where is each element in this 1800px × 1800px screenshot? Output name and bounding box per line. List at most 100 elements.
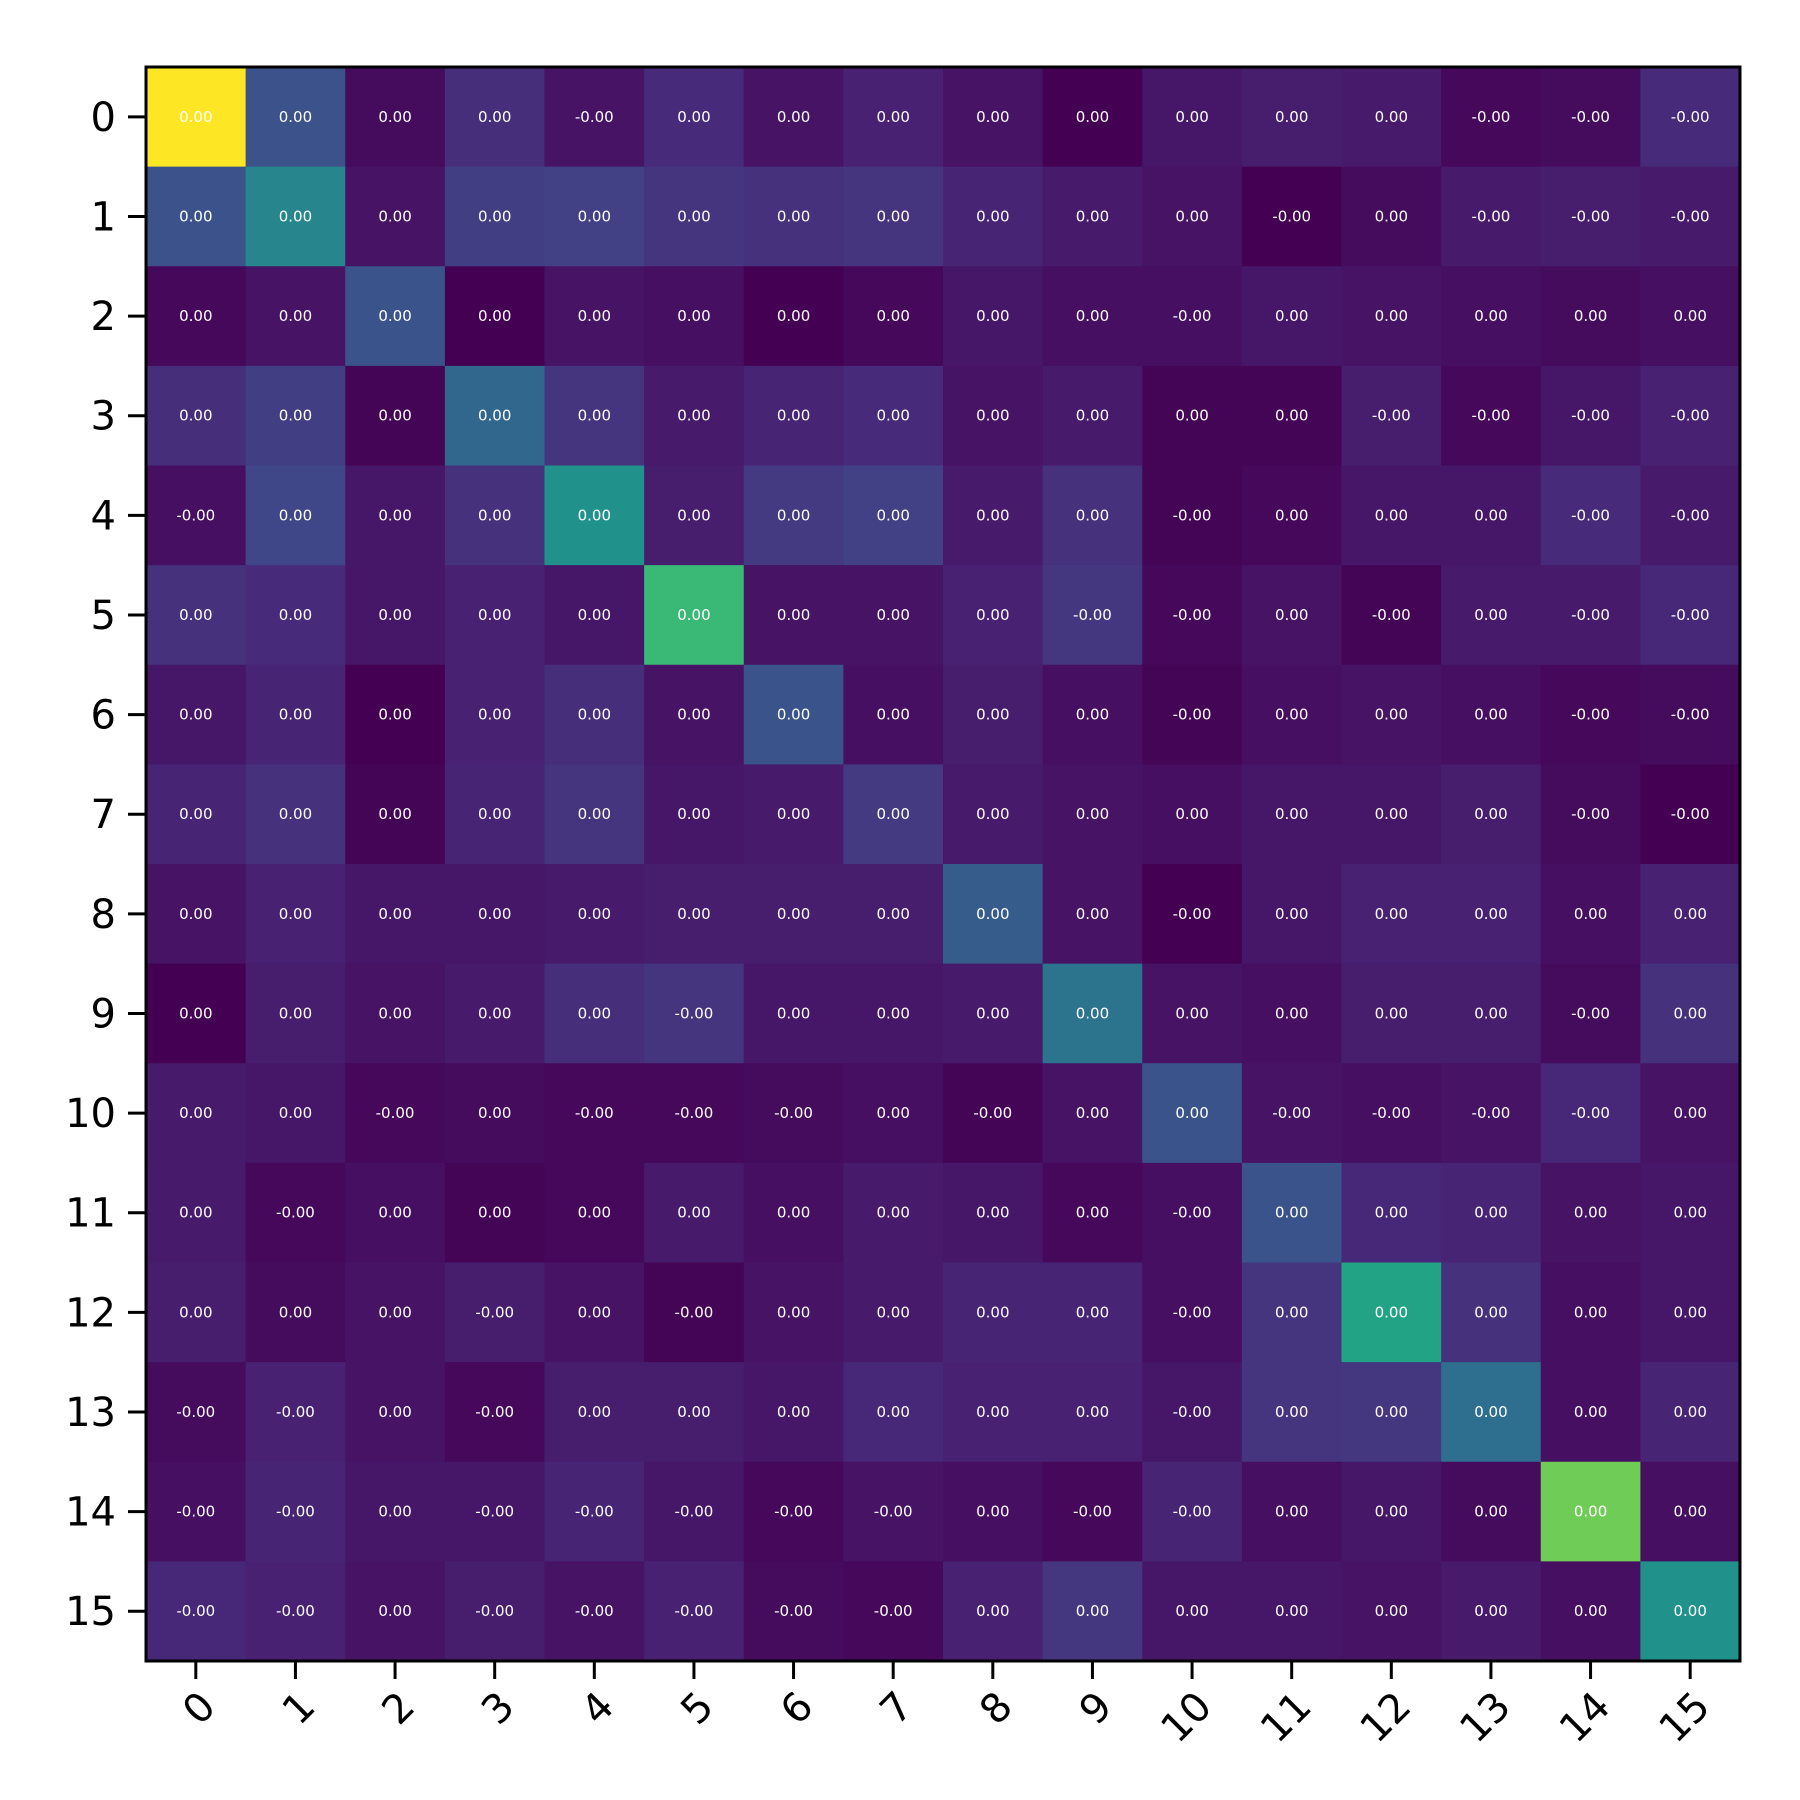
cell-value-label: 0.00 — [378, 1403, 411, 1421]
cell-value-label: 0.00 — [1474, 1602, 1507, 1620]
cell-value-label: 0.00 — [777, 1403, 810, 1421]
heatmap-cell-r9-c15 — [1640, 963, 1741, 1064]
cell-value-label: 0.00 — [1574, 905, 1607, 923]
heatmap-cell-r9-c9 — [1042, 963, 1143, 1064]
x-tick-label: 0 — [174, 1683, 225, 1734]
cell-value-label: 0.00 — [777, 207, 810, 225]
heatmap-cell-r0-c2 — [345, 67, 446, 168]
heatmap-cell-r10-c14 — [1540, 1063, 1641, 1164]
heatmap-cell-r13-c14 — [1540, 1362, 1641, 1463]
heatmap-cell-r15-c10 — [1142, 1561, 1243, 1662]
heatmap-cell-r3-c11 — [1241, 365, 1343, 467]
heatmap-cell-r3-c10 — [1142, 365, 1243, 467]
heatmap-cell-r4-c12 — [1341, 465, 1442, 566]
cell-value-label: -0.00 — [176, 506, 215, 524]
cell-value-label: 0.00 — [677, 805, 710, 823]
cell-value-label: 0.00 — [876, 307, 909, 325]
heatmap-cell-r7-c11 — [1241, 764, 1343, 865]
cell-value-label: -0.00 — [774, 1503, 813, 1521]
cell-value-label: 0.00 — [876, 1403, 909, 1421]
cell-value-label: 0.00 — [777, 606, 810, 624]
heatmap-cell-r6-c14 — [1540, 664, 1641, 765]
heatmap-cell-r4-c15 — [1640, 465, 1741, 566]
cell-value-label: 0.00 — [976, 506, 1009, 524]
cell-value-label: -0.00 — [376, 1104, 415, 1122]
y-tick-label: 10 — [65, 1091, 116, 1137]
heatmap-cell-r12-c14 — [1540, 1262, 1641, 1363]
cell-value-label: 0.00 — [777, 506, 810, 524]
heatmap-cell-r0-c7 — [843, 67, 944, 168]
heatmap-cell-r13-c11 — [1241, 1362, 1343, 1463]
heatmap-cell-r1-c8 — [943, 166, 1044, 267]
heatmap-cell-r15-c3 — [444, 1561, 546, 1662]
cell-value-label: 0.00 — [1375, 1503, 1408, 1521]
heatmap-cell-r0-c15 — [1640, 67, 1741, 168]
cell-value-label: 0.00 — [1673, 1303, 1706, 1321]
cell-value-label: 0.00 — [478, 1204, 511, 1222]
heatmap-cell-r6-c7 — [843, 664, 944, 765]
heatmap-cell-r5-c7 — [843, 565, 944, 666]
cell-value-label: 0.00 — [578, 1403, 611, 1421]
heatmap-cell-r10-c11 — [1241, 1063, 1343, 1164]
cell-value-label: 0.00 — [478, 905, 511, 923]
heatmap-cell-r9-c13 — [1441, 963, 1542, 1064]
cell-value-label: 0.00 — [876, 606, 909, 624]
cell-value-label: 0.00 — [578, 905, 611, 923]
heatmap-cell-r10-c5 — [644, 1063, 745, 1164]
cell-value-label: 0.00 — [1673, 1403, 1706, 1421]
cell-value-label: 0.00 — [1474, 1403, 1507, 1421]
heatmap-cell-labels: 0.00 0.00 0.00 0.00 -0.00 0.00 0.00 0.00 0.00 0.0… — [176, 108, 1709, 1620]
heatmap-cell-r2-c0 — [146, 266, 247, 367]
heatmap-cell-r13-c0 — [146, 1362, 247, 1463]
cell-value-label: -0.00 — [874, 1602, 913, 1620]
cell-value-label: 0.00 — [578, 805, 611, 823]
heatmap-cell-r13-c3 — [444, 1362, 546, 1463]
cell-value-label: 0.00 — [876, 207, 909, 225]
cell-value-label: 0.00 — [1574, 1403, 1607, 1421]
cell-value-label: 0.00 — [1275, 1503, 1308, 1521]
heatmap-cell-r5-c15 — [1640, 565, 1741, 666]
heatmap-cell-r2-c6 — [743, 266, 844, 367]
heatmap-cell-r12-c15 — [1640, 1262, 1741, 1363]
heatmap-cell-r11-c9 — [1042, 1162, 1143, 1264]
heatmap-cell-r4-c4 — [544, 465, 645, 566]
heatmap-cell-r15-c11 — [1241, 1561, 1343, 1662]
heatmap-cell-r10-c8 — [943, 1063, 1044, 1164]
heatmap-cell-r15-c6 — [743, 1561, 844, 1662]
cell-value-label: -0.00 — [1173, 1403, 1212, 1421]
cell-value-label: 0.00 — [976, 1204, 1009, 1222]
cell-value-label: 0.00 — [378, 1204, 411, 1222]
cell-value-label: -0.00 — [1372, 1104, 1411, 1122]
heatmap-cell-r10-c13 — [1441, 1063, 1542, 1164]
y-tick-label: 9 — [91, 991, 116, 1037]
heatmap-cell-r6-c5 — [644, 664, 745, 765]
heatmap-cell-r7-c3 — [444, 764, 546, 865]
cell-value-label: 0.00 — [777, 1204, 810, 1222]
heatmap-cell-r9-c11 — [1241, 963, 1343, 1064]
cell-value-label: 0.00 — [179, 1204, 212, 1222]
heatmap-cell-r0-c11 — [1241, 67, 1343, 168]
heatmap-cell-r14-c0 — [146, 1461, 247, 1562]
heatmap-cell-r5-c2 — [345, 565, 446, 666]
cell-value-label: 0.00 — [876, 1303, 909, 1321]
heatmap-cell-r12-c12 — [1341, 1262, 1442, 1363]
heatmap-cell-r15-c9 — [1042, 1561, 1143, 1662]
heatmap-cell-r15-c4 — [544, 1561, 645, 1662]
cell-value-label: 0.00 — [378, 207, 411, 225]
cell-value-label: 0.00 — [1275, 1403, 1308, 1421]
cell-value-label: 0.00 — [279, 108, 312, 126]
cell-value-label: 0.00 — [876, 905, 909, 923]
cell-value-label: 0.00 — [1673, 1204, 1706, 1222]
y-tick-label: 12 — [65, 1290, 116, 1336]
cell-value-label: 0.00 — [876, 506, 909, 524]
cell-value-label: 0.00 — [976, 1303, 1009, 1321]
heatmap-cell-r0-c3 — [444, 67, 546, 168]
cell-value-label: 0.00 — [1375, 1403, 1408, 1421]
cell-value-label: 0.00 — [1175, 207, 1208, 225]
cell-value-label: 0.00 — [876, 108, 909, 126]
heatmap-cell-r11-c1 — [245, 1162, 346, 1264]
heatmap-cell-r12-c6 — [743, 1262, 844, 1363]
heatmap-cell-r9-c0 — [146, 963, 247, 1064]
cell-value-label: 0.00 — [279, 805, 312, 823]
